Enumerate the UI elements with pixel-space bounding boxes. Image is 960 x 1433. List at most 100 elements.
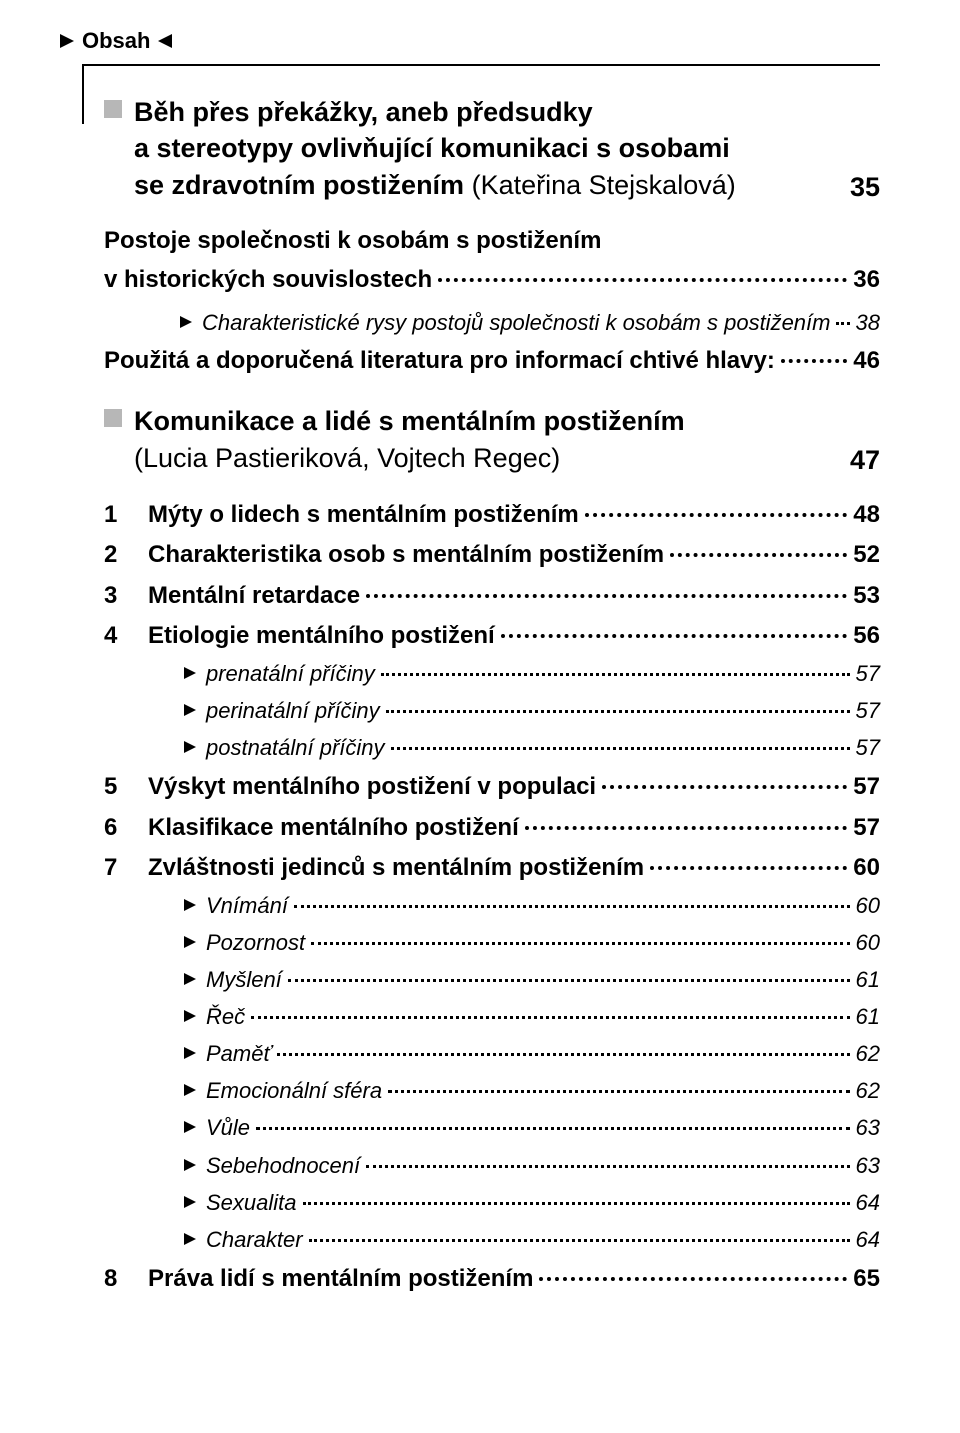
leader-dots <box>388 1090 849 1093</box>
triangle-bullet-icon <box>184 1121 196 1133</box>
entry-label: Vůle <box>206 1111 250 1145</box>
entry-label: Klasifikace mentálního postižení <box>148 809 519 846</box>
toc-entry: 5 Výskyt mentálního postižení v populaci… <box>104 768 880 805</box>
triangle-bullet-icon <box>184 973 196 985</box>
leader-dots <box>836 322 849 325</box>
leader-dots <box>366 594 847 598</box>
entry-page: 61 <box>856 1000 880 1034</box>
chapter-title-line: se zdravotním postižením <box>134 170 464 200</box>
entry-page: 38 <box>856 306 880 340</box>
chapter-author: (Lucia Pastieriková, Vojtech Regec) <box>134 443 560 473</box>
toc-entry: 3 Mentální retardace 53 <box>104 577 880 614</box>
triangle-right-icon <box>60 34 74 48</box>
chapter-title-line: Běh přes překážky, aneb předsudky <box>134 97 593 127</box>
toc-subentry: perinatální příčiny 57 <box>148 694 880 728</box>
leader-dots <box>288 979 850 982</box>
entry-page: 57 <box>853 809 880 846</box>
leader-dots <box>366 1165 849 1168</box>
leader-dots <box>391 747 850 750</box>
entry-page: 61 <box>856 963 880 997</box>
toc-entry: 1 Mýty o lidech s mentálním postižením 4… <box>104 496 880 533</box>
triangle-bullet-icon <box>184 1084 196 1096</box>
entry-page: 57 <box>856 657 880 691</box>
entry-page: 57 <box>856 731 880 765</box>
entry-number: 7 <box>104 849 148 886</box>
toc-entry: 6 Klasifikace mentálního postižení 57 <box>104 809 880 846</box>
entry-page: 60 <box>856 889 880 923</box>
toc-subentry: Sexualita 64 <box>148 1186 880 1220</box>
leader-dots <box>438 278 847 282</box>
square-bullet-icon <box>104 409 122 427</box>
entry-number: 3 <box>104 577 148 614</box>
entry-page: 57 <box>856 694 880 728</box>
chapter-title-line: a stereotypy ovlivňující komunikaci s os… <box>134 133 730 163</box>
toc-entry: 4 Etiologie mentálního postižení 56 <box>104 617 880 654</box>
triangle-bullet-icon <box>180 316 192 328</box>
entry-page: 60 <box>856 926 880 960</box>
toc-entry: 7 Zvláštnosti jedinců s mentálním postiž… <box>104 849 880 886</box>
entry-page: 60 <box>853 849 880 886</box>
leader-dots <box>277 1053 849 1056</box>
entry-number: 2 <box>104 536 148 573</box>
leader-dots <box>501 634 848 638</box>
toc-subentry: Sebehodnocení 63 <box>148 1149 880 1183</box>
toc-entry: 2 Charakteristika osob s mentálním posti… <box>104 536 880 573</box>
entry-number: 8 <box>104 1260 148 1297</box>
entry-page: 53 <box>853 577 880 614</box>
entry-page: 64 <box>856 1186 880 1220</box>
leader-dots <box>381 673 850 676</box>
entry-number: 4 <box>104 617 148 654</box>
header-title: Obsah <box>82 28 150 54</box>
chapter-page: 47 <box>850 445 880 476</box>
chapter-page: 35 <box>850 172 880 203</box>
triangle-bullet-icon <box>184 899 196 911</box>
triangle-bullet-icon <box>184 1196 196 1208</box>
entry-label: Práva lidí s mentálním postižením <box>148 1260 533 1297</box>
leader-dots <box>781 359 847 363</box>
toc-content: Běh přes překážky, aneb předsudky a ster… <box>60 94 880 1297</box>
entry-label: Použitá a doporučená literatura pro info… <box>104 343 775 379</box>
triangle-bullet-icon <box>184 704 196 716</box>
chapter-block: Komunikace a lidé s mentálním postižením… <box>104 403 880 476</box>
entry-page: 36 <box>853 262 880 298</box>
entry-page: 64 <box>856 1223 880 1257</box>
leader-dots <box>251 1016 849 1019</box>
toc-entry: Postoje společnosti k osobám s postižení… <box>104 223 880 259</box>
entry-label: Charakter <box>206 1223 303 1257</box>
square-bullet-icon <box>104 100 122 118</box>
chapter-title-line: Komunikace a lidé s mentálním postižením <box>134 406 685 436</box>
triangle-bullet-icon <box>184 741 196 753</box>
entry-label: postnatální příčiny <box>206 731 385 765</box>
entry-label: perinatální příčiny <box>206 694 380 728</box>
entry-page: 62 <box>856 1037 880 1071</box>
entry-label: Pozornost <box>206 926 305 960</box>
leader-dots <box>539 1277 847 1281</box>
entry-number: 5 <box>104 768 148 805</box>
entry-label: prenatální příčiny <box>206 657 375 691</box>
entry-page: 48 <box>853 496 880 533</box>
triangle-bullet-icon <box>184 1010 196 1022</box>
triangle-left-icon <box>158 34 172 48</box>
header-rule <box>60 64 880 66</box>
toc-subentry: Řeč 61 <box>148 1000 880 1034</box>
entry-label: Emocionální sféra <box>206 1074 382 1108</box>
triangle-bullet-icon <box>184 667 196 679</box>
chapter-block: Běh přes překážky, aneb předsudky a ster… <box>104 94 880 203</box>
toc-subentry: Myšlení 61 <box>148 963 880 997</box>
entry-label: Etiologie mentálního postižení <box>148 617 495 654</box>
entry-label: Mýty o lidech s mentálním postižením <box>148 496 579 533</box>
entry-label: Zvláštnosti jedinců s mentálním postižen… <box>148 849 644 886</box>
page-header: Obsah <box>60 28 880 54</box>
toc-subentry: Paměť 62 <box>148 1037 880 1071</box>
toc-subentry: Pozornost 60 <box>148 926 880 960</box>
leader-dots <box>525 826 848 830</box>
entry-page: 63 <box>856 1111 880 1145</box>
entry-number: 1 <box>104 496 148 533</box>
entry-page: 65 <box>853 1260 880 1297</box>
toc-subentry: postnatální příčiny 57 <box>148 731 880 765</box>
leader-dots <box>670 553 847 557</box>
triangle-bullet-icon <box>184 936 196 948</box>
toc-subentry: Charakteristické rysy postojů společnost… <box>144 306 880 340</box>
triangle-bullet-icon <box>184 1047 196 1059</box>
entry-page: 63 <box>856 1149 880 1183</box>
